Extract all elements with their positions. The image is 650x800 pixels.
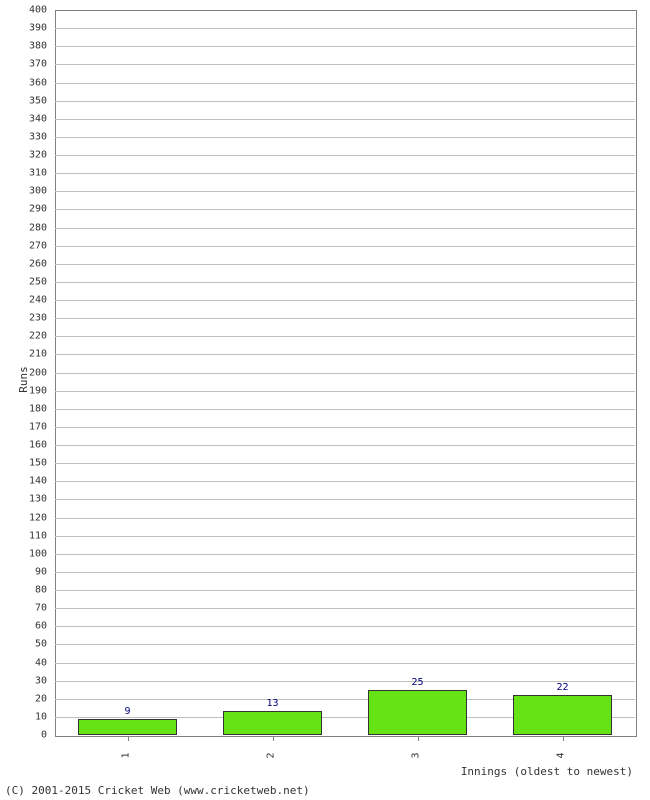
grid-line <box>55 28 635 29</box>
grid-line <box>55 83 635 84</box>
y-tick-label: 210 <box>0 349 47 360</box>
y-tick-label: 140 <box>0 476 47 487</box>
y-tick-label: 130 <box>0 494 47 505</box>
y-tick-label: 280 <box>0 222 47 233</box>
grid-line <box>55 191 635 192</box>
y-tick-label: 370 <box>0 59 47 70</box>
x-tick-mark <box>563 736 564 741</box>
grid-line <box>55 445 635 446</box>
y-tick-label: 240 <box>0 295 47 306</box>
bar-value-label: 25 <box>411 677 423 688</box>
y-tick-label: 70 <box>0 603 47 614</box>
y-tick-label: 310 <box>0 168 47 179</box>
y-tick-label: 290 <box>0 204 47 215</box>
y-tick-label: 340 <box>0 113 47 124</box>
x-tick-mark <box>418 736 419 741</box>
grid-line <box>55 354 635 355</box>
grid-line <box>55 409 635 410</box>
grid-line <box>55 228 635 229</box>
y-tick-label: 320 <box>0 150 47 161</box>
y-tick-label: 0 <box>0 730 47 741</box>
bar <box>368 690 467 735</box>
x-tick-label: 3 <box>410 752 421 758</box>
y-tick-label: 230 <box>0 313 47 324</box>
grid-line <box>55 173 635 174</box>
y-tick-label: 260 <box>0 258 47 269</box>
grid-line <box>55 499 635 500</box>
y-tick-label: 40 <box>0 657 47 668</box>
y-tick-label: 150 <box>0 458 47 469</box>
grid-line <box>55 300 635 301</box>
grid-line <box>55 64 635 65</box>
grid-line <box>55 644 635 645</box>
y-tick-label: 20 <box>0 693 47 704</box>
y-tick-label: 50 <box>0 639 47 650</box>
y-tick-label: 90 <box>0 566 47 577</box>
copyright-footer: (C) 2001-2015 Cricket Web (www.cricketwe… <box>5 784 310 797</box>
grid-line <box>55 463 635 464</box>
y-tick-label: 80 <box>0 585 47 596</box>
grid-line <box>55 101 635 102</box>
grid-line <box>55 536 635 537</box>
y-tick-label: 400 <box>0 5 47 16</box>
x-tick-mark <box>128 736 129 741</box>
y-tick-label: 180 <box>0 403 47 414</box>
grid-line <box>55 681 635 682</box>
y-tick-label: 360 <box>0 77 47 88</box>
grid-line <box>55 119 635 120</box>
y-tick-label: 160 <box>0 440 47 451</box>
grid-line <box>55 554 635 555</box>
x-axis-title: Innings (oldest to newest) <box>461 765 633 778</box>
grid-line <box>55 481 635 482</box>
y-tick-label: 250 <box>0 276 47 287</box>
grid-line <box>55 264 635 265</box>
grid-line <box>55 572 635 573</box>
bar-value-label: 9 <box>124 706 130 717</box>
bar <box>78 719 177 735</box>
grid-line <box>55 246 635 247</box>
grid-line <box>55 626 635 627</box>
y-axis-title: Runs <box>17 366 30 393</box>
grid-line <box>55 209 635 210</box>
y-tick-label: 350 <box>0 95 47 106</box>
grid-line <box>55 590 635 591</box>
y-tick-label: 300 <box>0 186 47 197</box>
x-tick-mark <box>273 736 274 741</box>
x-tick-label: 4 <box>555 752 566 758</box>
grid-line <box>55 336 635 337</box>
grid-line <box>55 518 635 519</box>
y-tick-label: 170 <box>0 421 47 432</box>
y-tick-label: 390 <box>0 23 47 34</box>
grid-line <box>55 318 635 319</box>
grid-line <box>55 373 635 374</box>
x-tick-label: 1 <box>120 752 131 758</box>
y-tick-label: 60 <box>0 621 47 632</box>
grid-line <box>55 608 635 609</box>
grid-line <box>55 391 635 392</box>
bar-value-label: 22 <box>556 682 568 693</box>
bar-value-label: 13 <box>266 698 278 709</box>
y-tick-label: 220 <box>0 331 47 342</box>
grid-line <box>55 46 635 47</box>
grid-line <box>55 282 635 283</box>
y-tick-label: 100 <box>0 548 47 559</box>
y-tick-label: 30 <box>0 675 47 686</box>
y-tick-label: 270 <box>0 240 47 251</box>
y-tick-label: 110 <box>0 530 47 541</box>
y-tick-label: 330 <box>0 131 47 142</box>
y-tick-label: 120 <box>0 512 47 523</box>
grid-line <box>55 155 635 156</box>
chart-container: 0 10 20 30 40 50 60 70 80 90 100 110 120 130 140 150 160… <box>0 0 650 800</box>
grid-line <box>55 137 635 138</box>
grid-line <box>55 663 635 664</box>
bar <box>223 711 322 735</box>
grid-line <box>55 427 635 428</box>
y-tick-label: 10 <box>0 711 47 722</box>
bar <box>513 695 612 735</box>
x-tick-label: 2 <box>265 752 276 758</box>
y-tick-label: 380 <box>0 41 47 52</box>
